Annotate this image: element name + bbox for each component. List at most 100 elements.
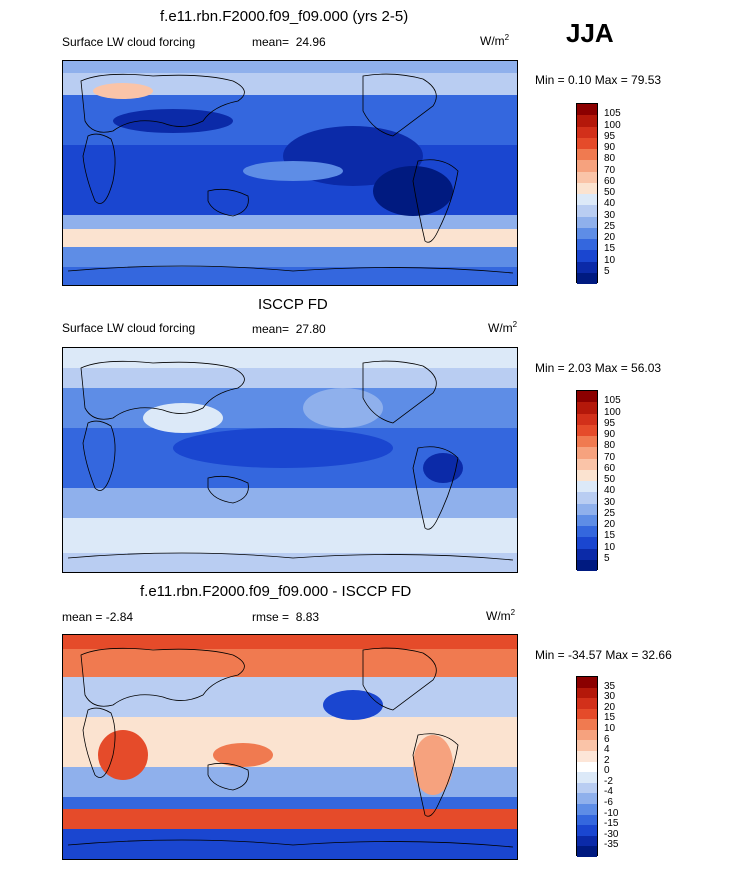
colorbar-tick-label: -6 <box>604 797 613 809</box>
colorbar-tick-label: 70 <box>604 164 616 176</box>
colorbar-segment <box>577 115 597 127</box>
panel1-map-graphic <box>63 61 517 285</box>
colorbar-segment <box>577 548 597 560</box>
colorbar-tick-label: 5 <box>604 552 610 564</box>
panel1-stat-label: mean= <box>252 35 290 49</box>
colorbar-tick-label: 40 <box>604 198 616 210</box>
panel2-stat-value: 27.80 <box>295 322 326 336</box>
panel3-difference-map <box>62 634 518 860</box>
colorbar-tick-label: 4 <box>604 744 610 756</box>
colorbar-segment <box>577 492 597 504</box>
colorbar-tick-label: -35 <box>604 839 619 851</box>
colorbar-segment <box>577 104 597 116</box>
colorbar-segment <box>577 458 597 470</box>
colorbar-segment <box>577 825 597 836</box>
colorbar-segment <box>577 261 597 273</box>
colorbar-segment <box>577 740 597 752</box>
colorbar-tick-label: 10 <box>604 722 616 734</box>
colorbar-tick-label: 70 <box>604 451 616 463</box>
colorbar-segment <box>577 205 597 217</box>
colorbar-tick-label: 20 <box>604 519 616 530</box>
colorbar-segment <box>577 402 597 414</box>
colorbar-segment <box>577 227 597 239</box>
panel1-stat-value: 24.96 <box>295 35 326 49</box>
colorbar-tick-label: 50 <box>604 474 616 485</box>
panel2-stat: mean= 27.80 <box>252 322 326 336</box>
colorbar-segment <box>577 503 597 515</box>
colorbar-segment <box>577 803 597 815</box>
panel3-stat-value: 8.83 <box>295 610 320 624</box>
colorbar-segment <box>577 436 597 448</box>
panel1-title: f.e11.rbn.F2000.f09_f09.000 (yrs 2-5) <box>160 8 409 25</box>
colorbar-tick-label: -10 <box>604 807 619 819</box>
colorbar-tick-label: 90 <box>604 429 616 440</box>
colorbar-segment <box>577 708 597 720</box>
colorbar-tick-label: -4 <box>604 786 613 798</box>
panel1-model-map <box>62 60 518 286</box>
colorbar-segment <box>577 793 597 804</box>
colorbar-tick-label: 25 <box>604 507 616 519</box>
panel2-variable-label: Surface LW cloud forcing <box>62 321 196 335</box>
colorbar-segment <box>577 469 597 481</box>
colorbar-tick-label: -30 <box>604 828 619 840</box>
colorbar-segment <box>577 772 597 783</box>
colorbar-tick-label: 20 <box>604 701 616 713</box>
colorbar-segment <box>577 447 597 459</box>
panel3-stat-label: rmse = <box>252 610 290 624</box>
colorbar-tick-label: 100 <box>604 119 621 131</box>
colorbar-segment <box>577 677 597 688</box>
colorbar-segment <box>577 171 597 183</box>
colorbar-segment <box>577 514 597 526</box>
colorbar-segment <box>577 835 597 847</box>
colorbar-tick-label: 105 <box>604 395 621 407</box>
panel1-colorbar <box>576 103 598 284</box>
colorbar-segment <box>577 182 597 194</box>
panel2-observation-map <box>62 347 518 573</box>
panel3-units: W/m2 <box>486 608 516 623</box>
colorbar-segment <box>577 687 597 699</box>
colorbar-tick-label: 20 <box>604 232 616 243</box>
panel2-title: ISCCP FD <box>258 296 328 313</box>
colorbar-tick-label: 15 <box>604 243 616 255</box>
colorbar-segment <box>577 559 597 571</box>
panel3-stat: rmse = 8.83 <box>252 610 319 624</box>
colorbar-tick-label: 60 <box>604 175 616 187</box>
colorbar-segment <box>577 526 597 538</box>
panel1-variable-label: Surface LW cloud forcing <box>62 35 196 49</box>
colorbar-tick-label: 2 <box>604 754 610 766</box>
colorbar-tick-label: 95 <box>604 417 616 429</box>
panel2-minmax: Min = 2.03 Max = 56.03 <box>535 361 662 375</box>
panel1-stat: mean= 24.96 <box>252 35 326 49</box>
colorbar-tick-label: 80 <box>604 440 616 452</box>
colorbar-tick-label: -2 <box>604 775 613 787</box>
colorbar-segment <box>577 719 597 730</box>
colorbar-tick-label: 80 <box>604 153 616 165</box>
colorbar-tick-label: 95 <box>604 130 616 142</box>
colorbar-segment <box>577 814 597 826</box>
colorbar-segment <box>577 729 597 741</box>
colorbar-segment <box>577 481 597 493</box>
panel2-map-graphic <box>63 348 517 572</box>
colorbar-segment <box>577 216 597 228</box>
colorbar-segment <box>577 239 597 251</box>
colorbar-tick-label: 60 <box>604 462 616 474</box>
colorbar-tick-label: 25 <box>604 220 616 232</box>
colorbar-tick-label: 0 <box>604 765 610 777</box>
colorbar-tick-label: 35 <box>604 680 616 692</box>
colorbar-segment <box>577 761 597 773</box>
colorbar-segment <box>577 782 597 794</box>
colorbar-tick-label: 50 <box>604 187 616 198</box>
panel2-units: W/m2 <box>488 320 518 335</box>
panel1-minmax: Min = 0.10 Max = 79.53 <box>535 73 662 87</box>
colorbar-tick-label: 15 <box>604 530 616 542</box>
colorbar-tick-label: 6 <box>604 733 610 745</box>
colorbar-tick-label: 90 <box>604 142 616 153</box>
panel3-map-graphic <box>63 635 517 859</box>
colorbar-tick-label: 100 <box>604 406 621 418</box>
panel3-colorbar <box>576 676 598 857</box>
colorbar-tick-label: 30 <box>604 496 616 508</box>
panel1-units: W/m2 <box>480 33 510 48</box>
colorbar-tick-label: 10 <box>604 254 616 266</box>
colorbar-tick-label: 30 <box>604 209 616 221</box>
colorbar-segment <box>577 698 597 709</box>
